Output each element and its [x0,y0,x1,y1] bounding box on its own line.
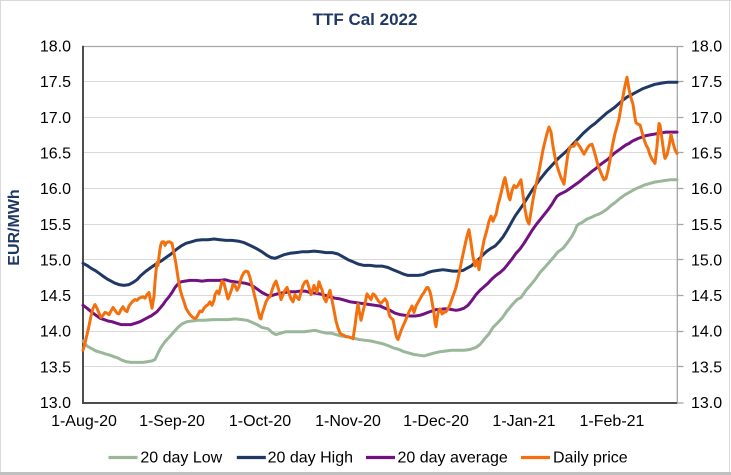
svg-text:14.5: 14.5 [40,288,71,305]
svg-text:17.0: 17.0 [691,110,722,127]
svg-text:16.5: 16.5 [691,146,722,163]
svg-text:15.0: 15.0 [691,252,722,269]
svg-text:13.5: 13.5 [691,359,722,376]
svg-text:13.0: 13.0 [40,395,71,412]
svg-text:1-Feb-21: 1-Feb-21 [580,413,645,430]
svg-text:15.5: 15.5 [40,217,71,234]
svg-text:13.5: 13.5 [40,359,71,376]
svg-text:15.5: 15.5 [691,217,722,234]
svg-text:15.0: 15.0 [40,252,71,269]
svg-text:Daily price: Daily price [553,450,628,467]
svg-text:1-Jan-21: 1-Jan-21 [492,413,555,430]
svg-text:17.5: 17.5 [691,74,722,91]
svg-text:20 day average: 20 day average [398,450,508,467]
svg-text:14.0: 14.0 [691,324,722,341]
svg-text:1-Aug-20: 1-Aug-20 [51,413,117,430]
svg-text:20 day High: 20 day High [268,450,353,467]
svg-text:17.5: 17.5 [40,74,71,91]
svg-text:1-Oct-20: 1-Oct-20 [229,413,291,430]
svg-text:TTF Cal 2022: TTF Cal 2022 [313,10,418,29]
svg-text:16.0: 16.0 [691,181,722,198]
svg-text:1-Sep-20: 1-Sep-20 [139,413,205,430]
svg-text:16.0: 16.0 [40,181,71,198]
svg-text:1-Nov-20: 1-Nov-20 [315,413,381,430]
svg-text:13.0: 13.0 [691,395,722,412]
svg-text:18.0: 18.0 [40,39,71,56]
svg-text:EUR/MWh: EUR/MWh [6,189,23,265]
svg-text:14.0: 14.0 [40,324,71,341]
svg-text:18.0: 18.0 [691,39,722,56]
svg-text:1-Dec-20: 1-Dec-20 [403,413,469,430]
svg-text:14.5: 14.5 [691,288,722,305]
svg-text:20 day Low: 20 day Low [140,450,222,467]
svg-text:16.5: 16.5 [40,146,71,163]
svg-text:17.0: 17.0 [40,110,71,127]
